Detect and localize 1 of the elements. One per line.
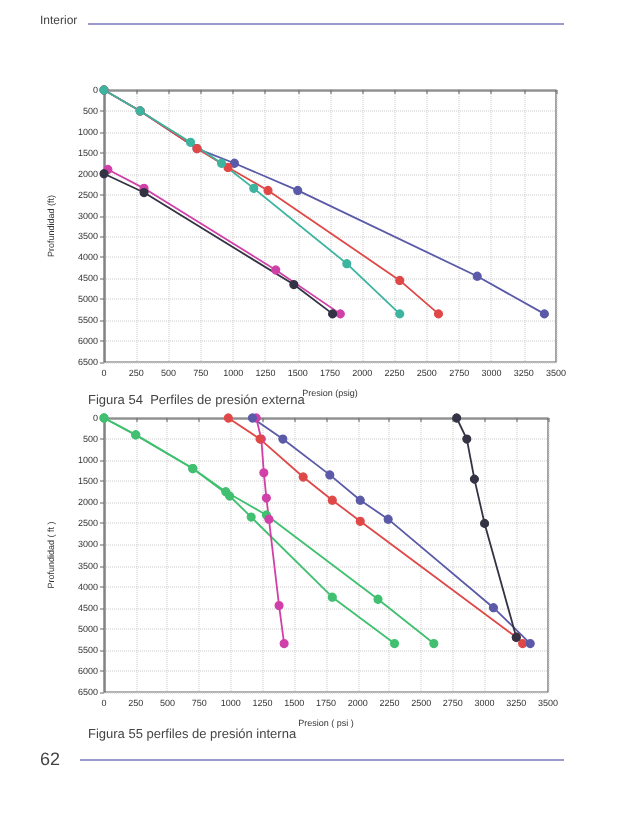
text: 62 [40,749,61,769]
